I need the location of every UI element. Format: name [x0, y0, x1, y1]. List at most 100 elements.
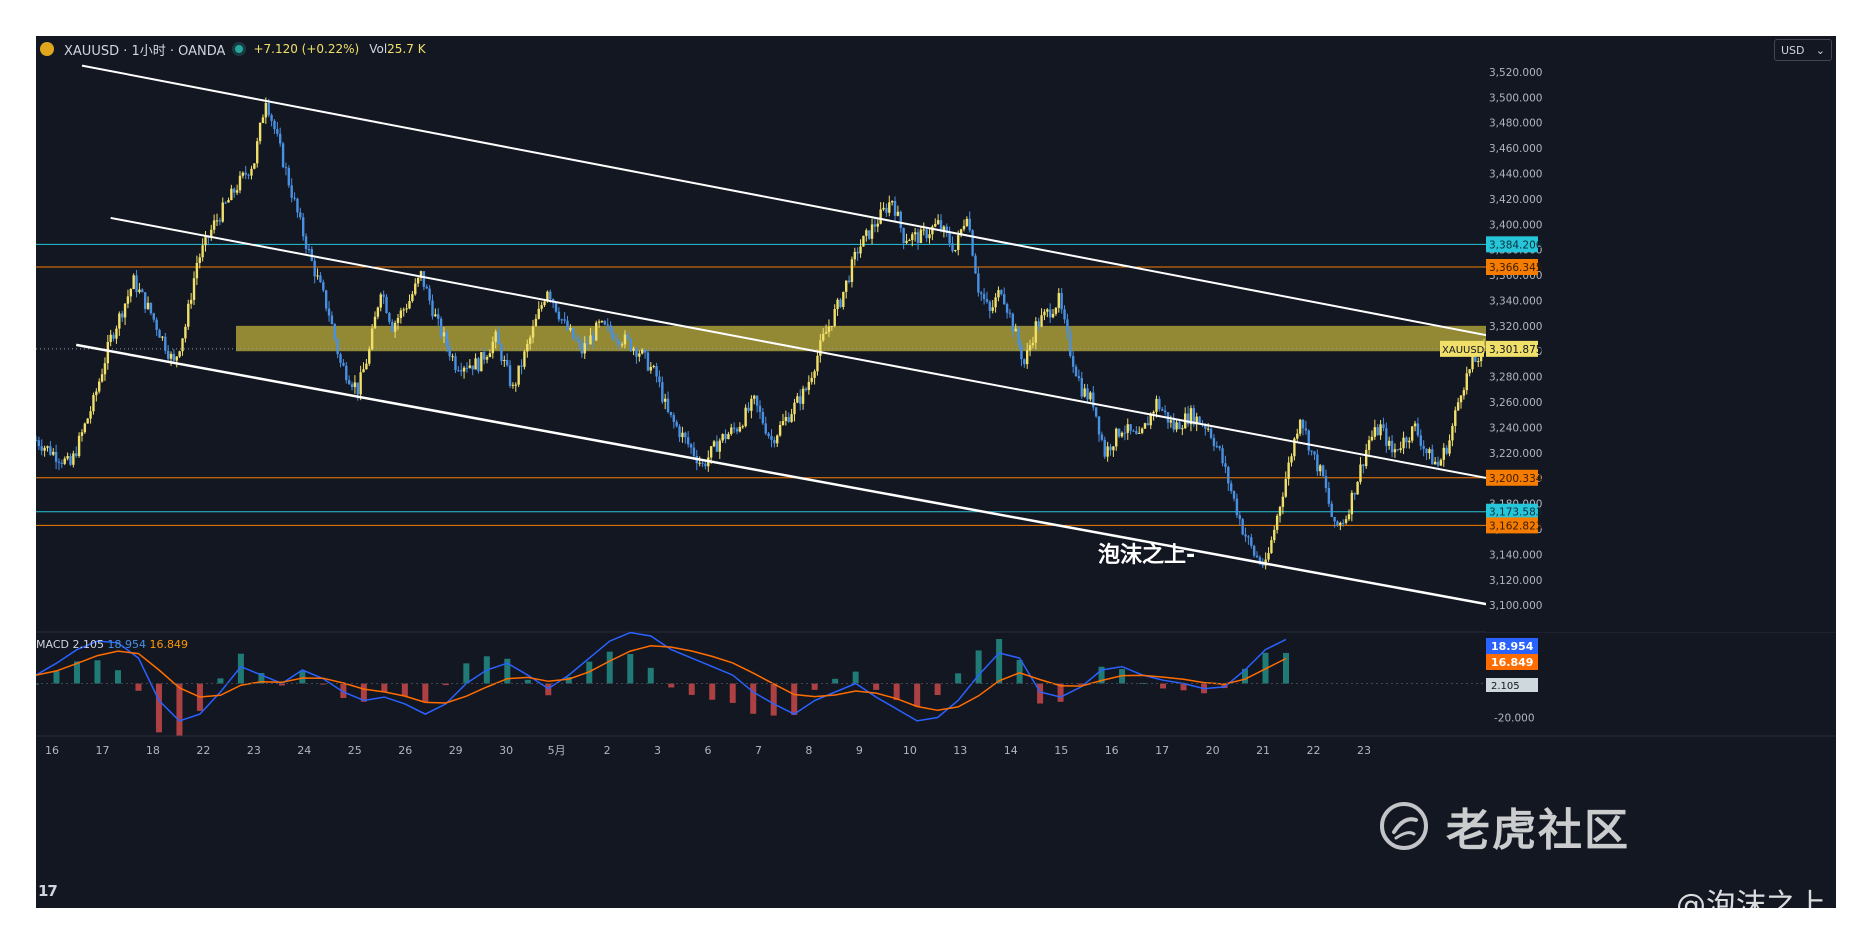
candle [480, 352, 483, 372]
candle [296, 198, 299, 213]
candle [270, 115, 273, 121]
candle [477, 358, 480, 372]
y-tick-label: 3,280.000 [1489, 372, 1542, 384]
candle [402, 309, 405, 311]
macd-histogram-bar [53, 671, 60, 684]
tradingview-logo[interactable]: 17 [38, 882, 58, 900]
candle [258, 122, 262, 142]
candle [1267, 553, 1270, 560]
candle [1115, 428, 1118, 447]
candle [370, 328, 374, 350]
macd-histogram-bar [340, 683, 347, 698]
candle [747, 407, 750, 411]
candle [1379, 424, 1382, 436]
candle [138, 289, 141, 292]
candle [839, 299, 842, 307]
candle [471, 365, 474, 370]
macd-histogram-bar [832, 678, 839, 684]
candle [218, 220, 222, 222]
y-tick-label: 3,220.000 [1489, 448, 1542, 460]
candle [1287, 462, 1290, 479]
candle [750, 398, 753, 411]
candle [888, 202, 891, 213]
x-tick-label: 20 [1206, 744, 1220, 757]
candle [365, 363, 368, 370]
candle [1373, 427, 1377, 437]
candle [830, 325, 834, 327]
candle [560, 319, 563, 321]
candle [1370, 436, 1374, 441]
candle [1270, 540, 1273, 554]
macd-histogram-bar [1037, 683, 1044, 704]
candle [448, 346, 451, 357]
candle [1382, 424, 1385, 429]
candle [109, 334, 112, 342]
candle [1336, 521, 1339, 526]
candle [189, 299, 193, 304]
candle [1410, 426, 1414, 441]
candle [1359, 464, 1362, 482]
candle [1017, 328, 1020, 346]
candle [342, 362, 345, 366]
candle [115, 328, 118, 339]
candle [566, 320, 569, 331]
candle [1247, 536, 1250, 538]
x-tick-label: 2 [604, 744, 611, 757]
candle [1313, 451, 1316, 455]
candle [1439, 459, 1443, 466]
candle [393, 322, 397, 332]
candle [678, 426, 681, 438]
candle [977, 273, 980, 293]
candle [844, 280, 848, 292]
candle [641, 349, 644, 354]
x-tick-label: 24 [297, 744, 311, 757]
y-tick-label: 3,140.000 [1489, 549, 1542, 561]
candle [439, 318, 443, 337]
x-tick-label: 17 [1155, 744, 1169, 757]
candle [1227, 466, 1230, 484]
candle [431, 300, 434, 317]
candle [755, 395, 759, 406]
candle [721, 434, 724, 441]
x-tick-label: 16 [45, 744, 59, 757]
candle [1000, 290, 1003, 295]
candle [1229, 483, 1233, 492]
candle [649, 366, 653, 371]
candle [264, 103, 268, 118]
candle [503, 359, 506, 362]
symbol-title[interactable]: XAUUSD · 1小时 · OANDA [64, 43, 226, 59]
candle [324, 290, 328, 309]
candle [1307, 430, 1310, 451]
price-chart[interactable]: 泡沫之上-3,100.0003,120.0003,140.0003,160.00… [36, 36, 1836, 908]
candle [98, 381, 101, 392]
candle [934, 223, 937, 227]
candle [368, 349, 371, 364]
candle [1169, 420, 1173, 423]
candle [454, 356, 457, 371]
candle [1106, 446, 1109, 457]
candle [1172, 420, 1175, 430]
candle [120, 313, 124, 318]
resistance-zone [236, 325, 1486, 352]
candle [1408, 440, 1411, 443]
candle [1273, 529, 1276, 541]
candle [442, 332, 446, 337]
candle [939, 220, 943, 231]
candle [954, 249, 957, 252]
price-axis: 3,100.0003,120.0003,140.0003,160.0003,18… [1440, 36, 1836, 632]
candle [80, 432, 84, 436]
candle [1161, 409, 1164, 411]
x-tick-label: 17 [95, 744, 109, 757]
candle [57, 461, 61, 463]
candle [686, 437, 690, 445]
candle [46, 446, 49, 448]
candle [1178, 422, 1181, 430]
candle [89, 411, 92, 419]
candle [925, 229, 928, 239]
candle [589, 335, 592, 345]
candle [1244, 534, 1247, 537]
macd-histogram-bar [1016, 659, 1023, 684]
candle [485, 357, 489, 360]
currency-selector[interactable]: USD ⌄ [1774, 39, 1832, 61]
candle [279, 133, 282, 144]
